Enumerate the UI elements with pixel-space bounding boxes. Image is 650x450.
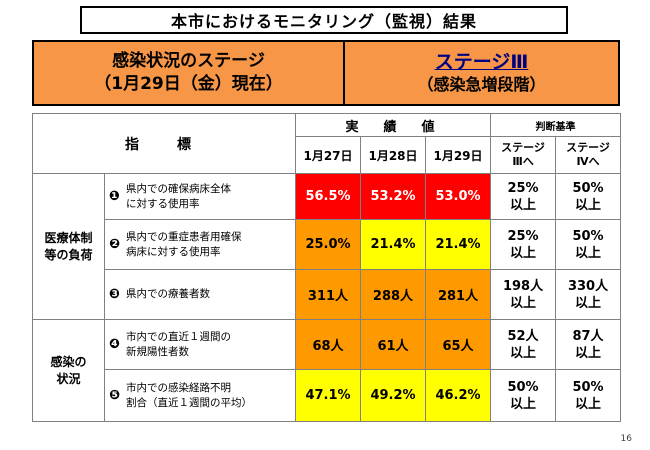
banner-stage-value: ステージⅢ （感染急増段階）	[345, 42, 618, 104]
value-cell: 68人	[295, 319, 361, 370]
indicator-label-line2: 新規陽性者数	[126, 345, 190, 358]
header-results: 実 績 値	[294, 113, 492, 137]
category-medical-line2: 等の負荷	[44, 247, 93, 262]
criterion-suffix: 以上	[510, 197, 537, 213]
stage3-criterion: 25% 以上	[490, 173, 557, 220]
criterion-value: 50%	[507, 379, 539, 395]
category-infection: 感染の 状況	[32, 319, 105, 422]
indicator-label-line1: 県内での確保病床全体	[126, 182, 232, 195]
header-stage-4-line1: ステージ	[566, 141, 610, 154]
criterion-suffix: 以上	[575, 245, 602, 261]
page-title: 本市におけるモニタリング（監視）結果	[80, 6, 568, 34]
value-cell: 65人	[424, 319, 492, 370]
indicator-label-line2: 病床に対する使用率	[126, 245, 221, 258]
header-stage-3: ステージ Ⅲへ	[490, 136, 557, 174]
criterion-value: 50%	[572, 228, 604, 244]
header-indicator: 指 標	[32, 113, 296, 174]
banner-left-line2: （1月29日（金）現在）	[94, 74, 283, 94]
value-cell: 21.4%	[424, 219, 492, 270]
indicator-label-line1: 県内での重症患者用確保	[126, 230, 242, 243]
value-cell: 281人	[424, 269, 492, 320]
value-cell: 53.0%	[424, 173, 492, 220]
indicator-label-line1: 県内での療養者数	[126, 288, 211, 300]
header-stage-4-line2: Ⅳへ	[576, 155, 600, 168]
criterion-value: 330人	[567, 278, 609, 294]
criterion-suffix: 以上	[510, 345, 537, 361]
indicator-cell: ❶ 県内での確保病床全体 に対する使用率	[104, 173, 296, 220]
criterion-value: 25%	[507, 228, 539, 244]
criterion-suffix: 以上	[575, 345, 602, 361]
indicator-number: ❹	[109, 337, 121, 352]
value-cell: 49.2%	[360, 369, 426, 422]
criterion-suffix: 以上	[575, 396, 602, 412]
value-cell: 56.5%	[295, 173, 361, 220]
criterion-suffix: 以上	[575, 295, 602, 311]
indicator-number: ❺	[109, 388, 121, 403]
table-row: 感染の 状況 ❹ 市内での直近１週間の 新規陽性者数 68人 61人 65人 5…	[32, 319, 622, 422]
header-stage-3-line1: ステージ	[501, 141, 545, 154]
criterion-suffix: 以上	[510, 295, 537, 311]
criterion-value: 87人	[572, 328, 604, 344]
criterion-suffix: 以上	[510, 245, 537, 261]
header-judgement: 判断基準	[490, 113, 622, 137]
stage4-criterion: 50% 以上	[555, 369, 622, 422]
value-cell: 53.2%	[360, 173, 426, 220]
stage-banner: 感染状況のステージ （1月29日（金）現在） ステージⅢ （感染急増段階）	[32, 40, 620, 106]
banner-right-line2: （感染急増段階）	[417, 75, 546, 94]
banner-status-label: 感染状況のステージ （1月29日（金）現在）	[34, 42, 345, 104]
banner-right-line1: ステージⅢ	[434, 51, 529, 73]
indicator-cell: ❺ 市内での感染経路不明 割合（直近１週間の平均）	[104, 369, 296, 422]
indicator-cell: ❹ 市内での直近１週間の 新規陽性者数	[104, 319, 296, 370]
value-cell: 288人	[360, 269, 426, 320]
indicator-label-line1: 市内での直近１週間の	[126, 330, 232, 343]
criterion-suffix: 以上	[510, 396, 537, 412]
category-medical: 医療体制 等の負荷	[32, 173, 105, 320]
indicator-number: ❷	[109, 237, 121, 252]
indicator-label-line2: 割合（直近１週間の平均）	[126, 396, 253, 409]
stage3-criterion: 25% 以上	[490, 219, 557, 270]
value-cell: 47.1%	[295, 369, 361, 422]
criterion-value: 50%	[572, 180, 604, 196]
header-stage-3-line2: Ⅲへ	[512, 155, 534, 168]
monitoring-table: 指 標 実 績 値 判断基準 1月27日 1月28日 1月29日 ステージ Ⅲへ…	[32, 113, 622, 422]
value-cell: 21.4%	[360, 219, 426, 270]
table-row: ❷ 県内での重症患者用確保 病床に対する使用率 25.0% 21.4% 21.4…	[33, 219, 622, 270]
value-cell: 61人	[360, 319, 426, 370]
stage4-criterion: 50% 以上	[555, 219, 622, 270]
value-cell: 25.0%	[295, 219, 361, 270]
criterion-value: 52人	[507, 328, 539, 344]
stage3-criterion: 198人 以上	[490, 269, 557, 320]
criterion-value: 198人	[502, 278, 544, 294]
header-stage-4: ステージ Ⅳへ	[555, 136, 622, 174]
criterion-suffix: 以上	[575, 197, 602, 213]
value-cell: 46.2%	[424, 369, 492, 422]
header-date-2: 1月28日	[360, 136, 426, 174]
category-medical-line1: 医療体制	[44, 230, 93, 245]
stage4-criterion: 50% 以上	[555, 173, 622, 220]
indicator-label-line2: に対する使用率	[126, 197, 200, 210]
table-row: 医療体制 等の負荷 ❶ 県内での確保病床全体 に対する使用率 56.5% 53.…	[32, 173, 622, 320]
header-date-1: 1月27日	[295, 136, 361, 174]
page-number: 16	[620, 434, 632, 444]
stage3-criterion: 50% 以上	[490, 369, 557, 422]
banner-left-line1: 感染状況のステージ	[112, 51, 265, 71]
criterion-value: 50%	[572, 379, 604, 395]
value-cell: 311人	[295, 269, 361, 320]
category-infection-line1: 感染の	[50, 354, 87, 369]
criterion-value: 25%	[507, 180, 539, 196]
indicator-number: ❸	[109, 287, 121, 302]
category-infection-line2: 状況	[56, 371, 81, 386]
table-row: ❸ 県内での療養者数 311人 288人 281人 198人 以上 330人 以上	[33, 269, 622, 320]
stage4-criterion: 87人 以上	[555, 319, 622, 370]
indicator-label-line1: 市内での感染経路不明	[126, 381, 232, 394]
indicator-number: ❶	[109, 189, 121, 204]
indicator-cell: ❷ 県内での重症患者用確保 病床に対する使用率	[104, 219, 296, 270]
header-date-3: 1月29日	[424, 136, 492, 174]
stage4-criterion: 330人 以上	[555, 269, 622, 320]
table-row: ❺ 市内での感染経路不明 割合（直近１週間の平均） 47.1% 49.2% 46…	[33, 369, 622, 422]
stage3-criterion: 52人 以上	[490, 319, 557, 370]
indicator-cell: ❸ 県内での療養者数	[104, 269, 296, 320]
